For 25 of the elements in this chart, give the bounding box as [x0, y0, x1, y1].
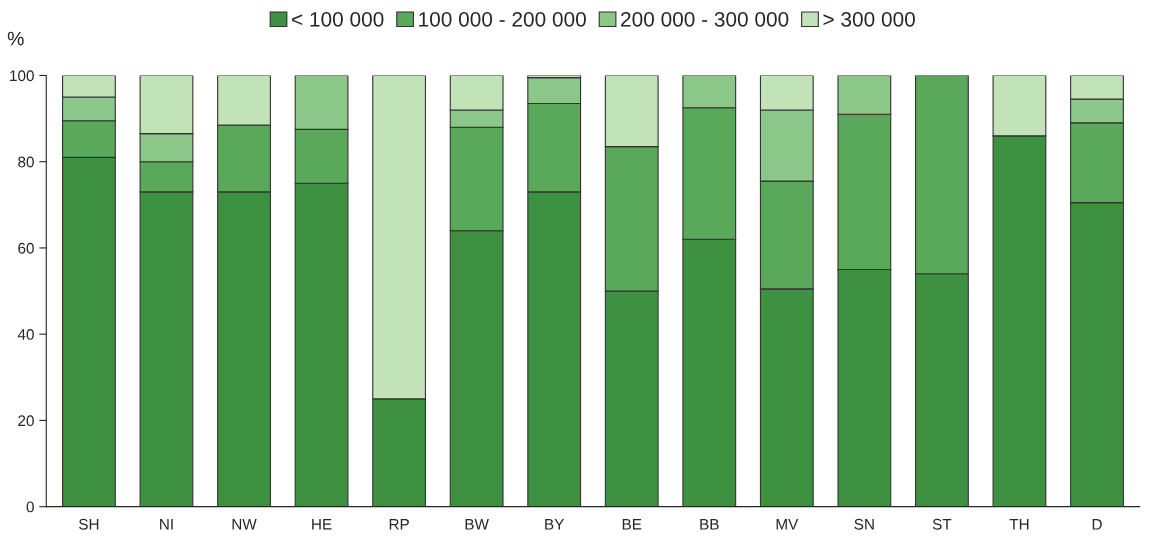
- x-tick-label: SN: [854, 518, 874, 530]
- x-tick-label: SH: [79, 518, 99, 530]
- y-tick-label: 80: [18, 156, 34, 168]
- x-tick-label: BW: [465, 519, 489, 530]
- y-axis-title: %: [7, 31, 24, 46]
- x-tick-label: RP: [389, 519, 409, 530]
- x-tick-label: D: [1092, 519, 1102, 530]
- legend-label: 200 000 - 300 000: [621, 11, 789, 27]
- legend-label: > 300 000: [823, 11, 915, 27]
- y-tick-label: 0: [26, 501, 34, 513]
- x-tick-label: BE: [622, 519, 642, 530]
- y-tick-label: 100: [10, 70, 34, 82]
- y-tick-label: 20: [18, 415, 34, 427]
- x-tick-label: BB: [700, 519, 719, 530]
- y-tick-label: 60: [18, 242, 34, 254]
- x-tick-label: NW: [232, 519, 257, 530]
- legend-label: 100 000 - 200 000: [419, 11, 586, 27]
- legend-label: < 100 000: [292, 11, 384, 27]
- x-tick-label: HE: [312, 519, 332, 530]
- x-tick-label: NI: [160, 519, 173, 530]
- x-tick-label: MV: [776, 519, 799, 530]
- x-tick-label: ST: [932, 518, 952, 530]
- x-tick-label: TH: [1009, 519, 1029, 530]
- x-tick-label: BY: [545, 519, 565, 530]
- y-tick-label: 40: [17, 329, 34, 340]
